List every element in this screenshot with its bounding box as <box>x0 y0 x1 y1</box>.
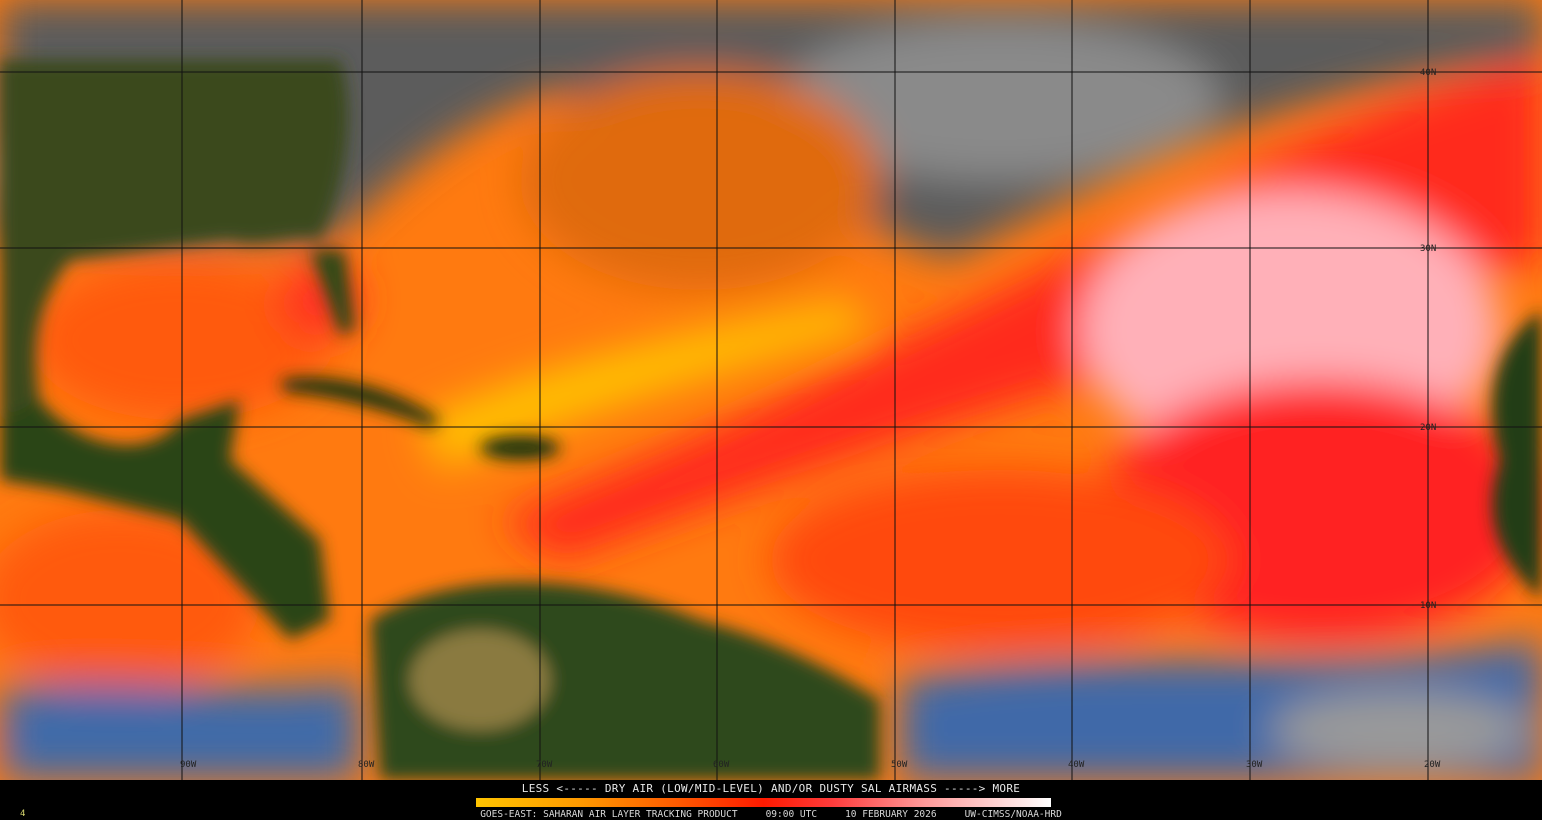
legend-footer: LESS <----- DRY AIR (LOW/MID-LEVEL) AND/… <box>0 780 1542 820</box>
legend-title: LESS <----- DRY AIR (LOW/MID-LEVEL) AND/… <box>521 782 1021 795</box>
product-label: GOES-EAST: SAHARAN AIR LAYER TRACKING PR… <box>480 809 738 820</box>
latitude-labels: 40N 30N 20N 10N <box>1420 68 1436 611</box>
lon-label-40w: 40W <box>1068 760 1085 770</box>
longitude-labels: 90W 80W 70W 60W 50W 40W 30W 20W <box>180 760 1441 770</box>
lat-label-20n: 20N <box>1420 423 1436 433</box>
lat-label-30n: 30N <box>1420 244 1436 254</box>
graticule <box>0 0 1542 780</box>
dust-field <box>0 0 1542 780</box>
lon-label-90w: 90W <box>180 760 197 770</box>
lat-label-10n: 10N <box>1420 601 1436 611</box>
date-label: 10 FEBRUARY 2026 <box>845 809 937 820</box>
lon-label-50w: 50W <box>891 760 908 770</box>
lon-label-80w: 80W <box>358 760 375 770</box>
time-label: 09:00 UTC <box>765 809 818 820</box>
lon-label-30w: 30W <box>1246 760 1263 770</box>
lon-label-70w: 70W <box>536 760 553 770</box>
lon-label-20w: 20W <box>1424 760 1441 770</box>
lon-label-60w: 60W <box>713 760 730 770</box>
lat-label-40n: 40N <box>1420 68 1436 78</box>
legend-color-bar <box>476 798 1051 807</box>
product-info-line: GOES-EAST: SAHARAN AIR LAYER TRACKING PR… <box>0 809 1542 820</box>
satellite-map: 40N 30N 20N 10N 90W 80W 70W 60W 50W 40W … <box>0 0 1542 780</box>
frame-number: 4 <box>20 809 26 819</box>
credit-label: UW-CIMSS/NOAA-HRD <box>964 809 1062 820</box>
